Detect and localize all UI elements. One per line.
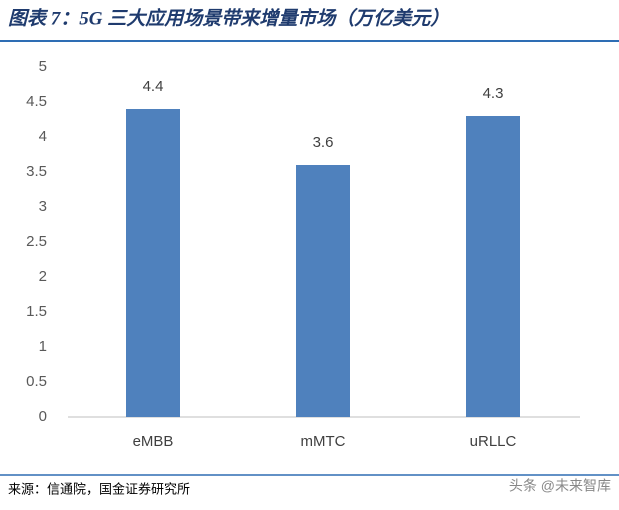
value-label: 4.3 [483,85,504,102]
x-tick-label: mMTC [301,433,346,450]
value-label: 4.4 [143,78,164,95]
y-tick-label: 1.5 [26,303,47,320]
bar [296,165,350,417]
y-tick-label: 3 [39,198,47,215]
bar [466,116,520,417]
x-tick-label: eMBB [133,433,174,450]
y-tick-label: 5 [39,58,47,75]
x-tick-label: uRLLC [470,433,517,450]
watermark: 头条 @未来智库 [509,478,611,494]
chart-title: 图表 7：5G 三大应用场景带来增量市场（万亿美元） [8,7,449,29]
source: 来源：信通院，国金证券研究所 [8,481,190,496]
y-tick-label: 2 [39,268,47,285]
value-label: 3.6 [313,134,334,151]
y-tick-label: 4.5 [26,93,47,110]
y-tick-label: 0.5 [26,373,47,390]
y-tick-label: 4 [39,128,47,145]
y-tick-label: 2.5 [26,233,47,250]
bar [126,109,180,417]
y-tick-label: 1 [39,338,47,355]
y-tick-label: 3.5 [26,163,47,180]
y-tick-label: 0 [39,408,47,425]
